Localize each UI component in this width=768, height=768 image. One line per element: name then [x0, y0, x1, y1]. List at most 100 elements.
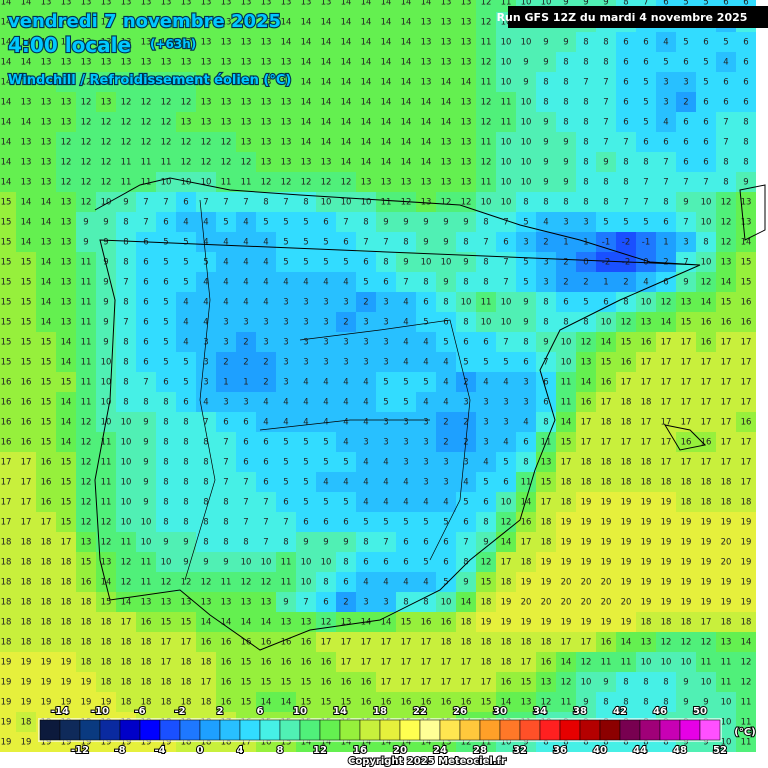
value-label: 18 — [501, 658, 512, 668]
value-label: 16 — [701, 338, 712, 348]
field-cell — [656, 192, 676, 212]
field-cell — [96, 72, 116, 92]
value-label: 6 — [263, 458, 268, 468]
field-cell — [76, 0, 96, 12]
field-cell — [256, 152, 276, 172]
value-label: 13 — [41, 0, 52, 8]
field-cell — [496, 172, 516, 192]
value-label: 8 — [623, 298, 628, 308]
value-label: 9 — [523, 298, 528, 308]
field-cell — [276, 172, 296, 192]
value-label: 13 — [421, 18, 432, 28]
field-cell — [356, 272, 376, 292]
value-label: 19 — [741, 518, 752, 528]
field-cell — [256, 112, 276, 132]
value-label: 15 — [1, 198, 12, 208]
value-label: 10 — [301, 558, 312, 568]
field-cell — [176, 232, 196, 252]
value-label: 12 — [481, 118, 492, 128]
field-cell — [576, 92, 596, 112]
value-label: 12 — [201, 578, 212, 588]
value-label: 8 — [523, 458, 528, 468]
value-label: 5 — [223, 218, 228, 228]
value-label: 14 — [301, 78, 312, 88]
value-label: 18 — [121, 638, 132, 648]
field-cell — [396, 452, 416, 472]
value-label: 12 — [681, 638, 692, 648]
legend-label: 18 — [373, 706, 387, 717]
field-cell — [0, 12, 16, 32]
legend-label: 32 — [513, 745, 527, 756]
field-cell — [556, 412, 576, 432]
value-label: 14 — [61, 438, 72, 448]
field-cell — [156, 52, 176, 72]
field-cell — [196, 72, 216, 92]
field-cell — [276, 272, 296, 292]
value-label: 14 — [281, 38, 292, 48]
field-cell — [676, 32, 696, 52]
value-label: 15 — [601, 358, 612, 368]
value-label: 19 — [581, 518, 592, 528]
legend-swatch — [359, 719, 381, 741]
value-label: 13 — [301, 618, 312, 628]
field-cell — [416, 112, 436, 132]
field-cell — [136, 312, 156, 332]
value-label: 14 — [1, 118, 12, 128]
field-cell — [576, 372, 596, 392]
field-cell — [316, 272, 336, 292]
field-cell — [516, 452, 536, 472]
field-cell — [16, 252, 36, 272]
value-label: 2 — [463, 378, 468, 388]
value-label: 3 — [343, 338, 348, 348]
field-cell — [636, 332, 656, 352]
field-cell — [156, 432, 176, 452]
value-label: 8 — [603, 198, 608, 208]
value-label: 17 — [661, 358, 672, 368]
value-label: 10 — [441, 258, 452, 268]
local-time: 4:00 locale — [8, 33, 131, 57]
field-cell — [316, 352, 336, 372]
field-cell — [296, 112, 316, 132]
value-label: 8 — [163, 418, 168, 428]
value-label: 14 — [321, 98, 332, 108]
field-cell — [276, 152, 296, 172]
field-cell — [356, 472, 376, 492]
value-label: 17 — [61, 538, 72, 548]
value-label: 13 — [461, 0, 472, 8]
field-cell — [96, 452, 116, 472]
value-label: 8 — [223, 498, 228, 508]
value-label: 8 — [123, 398, 128, 408]
value-label: 10 — [501, 158, 512, 168]
field-cell — [296, 0, 316, 12]
value-label: 3 — [663, 98, 668, 108]
field-cell — [536, 132, 556, 152]
value-label: 5 — [343, 498, 348, 508]
field-cell — [136, 412, 156, 432]
field-cell — [136, 0, 156, 12]
value-label: 17 — [641, 358, 652, 368]
value-label: 18 — [641, 398, 652, 408]
value-label: 10 — [501, 78, 512, 88]
value-label: 10 — [301, 578, 312, 588]
field-cell — [656, 132, 676, 152]
field-cell — [96, 332, 116, 352]
value-label: 18 — [121, 658, 132, 668]
field-cell — [256, 172, 276, 192]
field-cell — [696, 172, 716, 192]
value-label: 12 — [101, 518, 112, 528]
value-label: 12 — [661, 638, 672, 648]
field-cell — [296, 52, 316, 72]
field-cell — [576, 72, 596, 92]
field-cell — [116, 372, 136, 392]
field-cell — [236, 72, 256, 92]
field-cell — [276, 312, 296, 332]
value-label: 4 — [543, 218, 548, 228]
legend-swatch — [219, 719, 241, 741]
value-label: 5 — [703, 78, 708, 88]
value-label: 17 — [661, 438, 672, 448]
value-label: 14 — [21, 198, 32, 208]
field-cell — [476, 252, 496, 272]
field-cell — [176, 72, 196, 92]
legend-label: 42 — [613, 706, 627, 717]
value-label: 6 — [223, 418, 228, 428]
